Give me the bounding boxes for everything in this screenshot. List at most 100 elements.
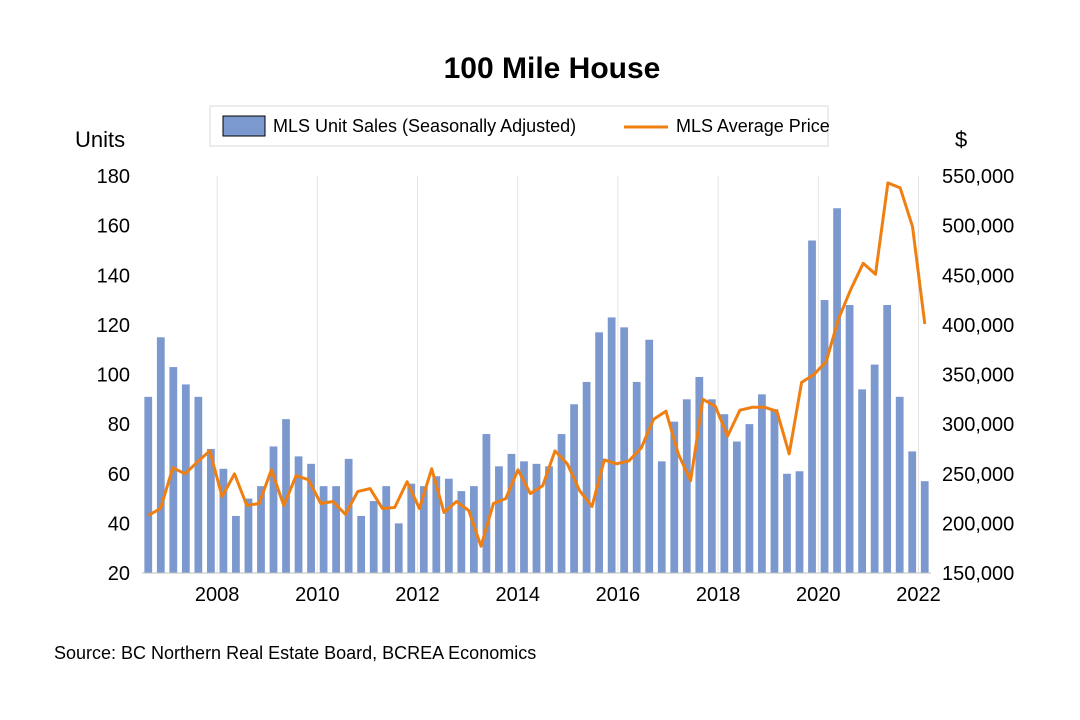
unit-sales-bar [219,468,228,573]
left-axis-unit: Units [75,127,125,152]
unit-sales-bar [595,332,604,573]
unit-sales-bar [557,434,566,573]
unit-sales-bar [895,396,904,573]
unit-sales-bar [344,458,353,573]
right-tick-label: 500,000 [942,216,1014,238]
unit-sales-bar [670,421,679,573]
left-axis-ticks: 20 40 60 80 100 120 140 160 180 [97,166,130,585]
unit-sales-bar [156,337,165,573]
legend: MLS Unit Sales (Seasonally Adjusted) MLS… [209,105,830,147]
unit-sales-bar [232,515,240,573]
unit-sales-bar [407,483,416,573]
unit-sales-bar [382,486,391,573]
unit-sales-bar [582,381,591,573]
left-tick-label: 80 [108,414,130,436]
unit-sales-bar [181,384,190,573]
unit-sales-bar [457,491,466,573]
unit-sales-bar [695,376,704,573]
x-tick-label: 2012 [395,584,440,606]
average-price-line [147,181,927,548]
unit-sales-bar [920,481,929,573]
legend-frame [209,105,829,147]
unit-sales-bar [520,461,528,573]
unit-sales-bar [808,240,816,573]
unit-sales-bar [770,409,779,573]
unit-sales-bars [144,208,929,573]
unit-sales-bar [607,317,616,573]
chart-title: 100 Mile House [444,52,661,85]
unit-sales-bar [206,448,215,573]
unit-sales-bar [282,419,290,573]
x-tick-label: 2010 [295,584,340,606]
x-tick-label: 2022 [896,584,941,606]
unit-sales-bar [307,463,315,573]
unit-sales-bar [269,446,278,573]
unit-sales-bar [845,305,854,573]
right-tick-label: 450,000 [942,265,1014,287]
unit-sales-bar [257,486,265,573]
x-axis-ticks: 2008 2010 2012 2014 2016 2018 2020 2022 [195,584,941,606]
unit-sales-bar [319,486,328,573]
unit-sales-bar [194,396,203,573]
unit-sales-bar [657,461,666,573]
left-tick-label: 20 [108,563,130,585]
unit-sales-bar [720,414,729,573]
right-tick-label: 400,000 [942,315,1014,337]
unit-sales-bar [144,396,153,573]
x-tick-label: 2020 [796,584,841,606]
right-axis-ticks: 150,000 200,000 250,000 300,000 350,000 400,0… [942,166,1014,585]
x-tick-label: 2014 [495,584,540,606]
left-tick-label: 60 [108,464,130,486]
right-tick-label: 200,000 [942,513,1014,535]
legend-bar-swatch [222,115,266,137]
unit-sales-bar [357,515,366,573]
unit-sales-bar [432,476,441,573]
left-tick-label: 160 [97,216,130,238]
unit-sales-bar [833,208,841,573]
left-tick-label: 100 [97,365,130,387]
unit-sales-bar [507,453,516,573]
left-tick-label: 40 [108,513,130,535]
x-tick-label: 2018 [696,584,741,606]
right-tick-label: 550,000 [942,166,1014,188]
right-tick-label: 300,000 [942,414,1014,436]
unit-sales-bar [369,501,378,573]
left-tick-label: 140 [97,265,130,287]
right-tick-label: 250,000 [942,464,1014,486]
unit-sales-bar [332,486,341,573]
unit-sales-bar [244,498,253,573]
legend-bar-label: MLS Unit Sales (Seasonally Adjusted) [273,116,576,136]
unit-sales-bar [632,381,641,573]
left-tick-label: 180 [97,166,130,188]
unit-sales-bar [532,463,541,573]
right-tick-label: 350,000 [942,365,1014,387]
unit-sales-bar [545,466,553,573]
unit-sales-bar [858,389,867,573]
unit-sales-bar [783,473,791,573]
unit-sales-bar [795,471,804,573]
unit-sales-bar [883,305,892,573]
unit-sales-bar [620,327,629,573]
unit-sales-bar [758,394,766,573]
unit-sales-bar [707,399,716,573]
price-series-line [147,181,927,548]
left-tick-label: 120 [97,315,130,337]
unit-sales-bar [419,486,428,573]
unit-sales-bar [570,404,578,573]
unit-sales-bar [870,364,879,573]
source-note: Source: BC Northern Real Estate Board, B… [54,643,536,663]
legend-line-label: MLS Average Price [676,116,830,136]
unit-sales-bar [482,434,491,573]
x-tick-label: 2008 [195,584,240,606]
right-tick-label: 150,000 [942,563,1014,585]
right-axis-unit: $ [955,127,967,152]
unit-sales-bar [294,456,303,573]
unit-sales-bar [444,478,453,573]
gridlines [216,176,919,573]
unit-sales-bar [732,441,741,573]
unit-sales-bar [645,339,654,573]
unit-sales-bar [495,466,503,573]
unit-sales-bar [394,523,403,573]
